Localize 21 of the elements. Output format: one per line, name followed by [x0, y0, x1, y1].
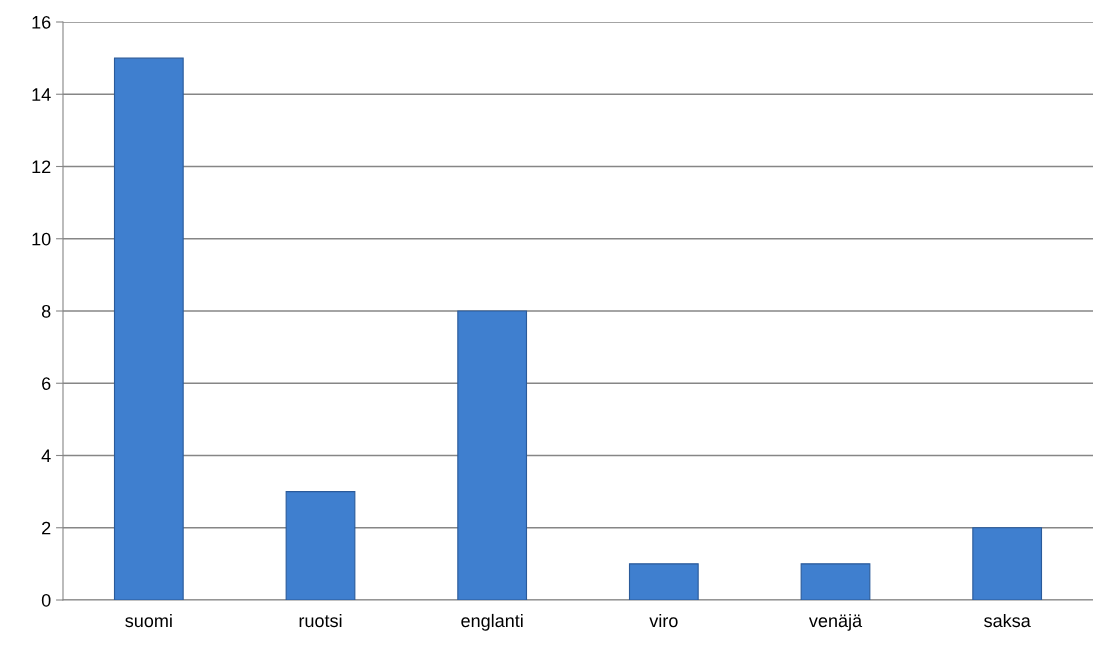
x-tick-label: suomi [125, 613, 172, 628]
bar [628, 563, 699, 600]
bar [800, 563, 871, 600]
y-tick-label: 14 [32, 88, 51, 101]
x-tick-label: saksa [984, 613, 1031, 628]
bar [285, 491, 356, 600]
y-tick-label: 4 [41, 449, 51, 463]
x-tick-label: viro [649, 613, 678, 628]
x-tick-label: englanti [461, 613, 523, 631]
y-tick-label: 10 [32, 232, 51, 246]
y-tick-label: 0 [41, 593, 51, 607]
y-tick-label: 2 [42, 521, 51, 535]
bar [457, 310, 528, 600]
bar [972, 527, 1043, 600]
y-tick-label: 12 [32, 160, 51, 174]
y-tick-label: 16 [32, 15, 51, 29]
x-tick-label: ruotsi [299, 613, 342, 628]
x-tick-label: venäjä [808, 613, 863, 631]
y-tick-label: 8 [41, 304, 51, 318]
bar [113, 57, 184, 600]
y-tick-label: 6 [42, 377, 51, 390]
